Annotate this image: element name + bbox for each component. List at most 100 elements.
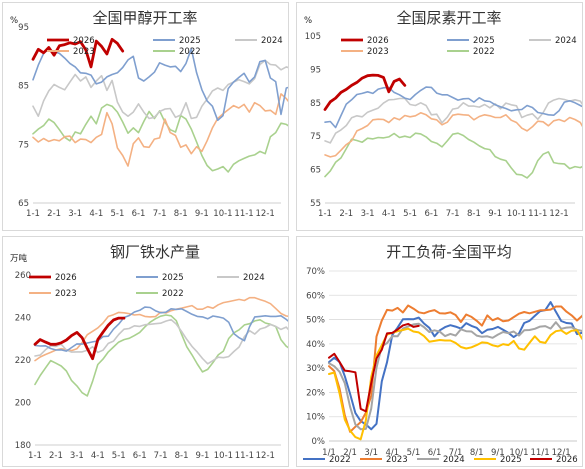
legend-label-2023: 2023	[386, 455, 408, 465]
y-tick-label: 95	[18, 23, 29, 33]
x-tick-label: 7/1	[449, 448, 463, 458]
unit-label: %	[304, 16, 312, 26]
legend-label-2023: 2023	[367, 47, 389, 57]
chart-title: 钢厂铁水产量	[110, 243, 200, 261]
x-tick-label: 11-1	[235, 451, 254, 461]
x-tick-label: 4-1	[91, 451, 105, 461]
x-tick-label: 12-1	[256, 451, 275, 461]
unit-label: %	[10, 16, 18, 26]
x-tick-label: 5-1	[403, 209, 417, 219]
y-tick-label: 55	[310, 199, 321, 209]
series-line-2026	[31, 37, 125, 69]
x-tick-label: 1/1	[322, 448, 336, 458]
x-tick-label: 2/1	[343, 448, 357, 458]
x-tick-label: 7-1	[446, 209, 460, 219]
x-tick-label: 2-1	[47, 209, 61, 219]
x-tick-label: 5-1	[112, 451, 126, 461]
y-tick-label: 40%	[306, 340, 325, 350]
x-tick-label: 1-1	[28, 451, 42, 461]
x-tick-label: 3/1	[364, 448, 378, 458]
series-line-2026	[328, 322, 420, 413]
x-tick-label: 10-1	[507, 209, 526, 219]
legend-label-2025: 2025	[179, 36, 201, 46]
chart-panel-national-load: 开工负荷-全国平均 0% 10% 20% 30% 40% 50% 60% 70% 1/1 2/1 3/…	[296, 236, 583, 467]
x-tick-label: 10-1	[213, 209, 232, 219]
y-tick-label: 95	[310, 65, 321, 75]
y-tick-label: 200	[15, 399, 31, 409]
y-tick-label: 30%	[306, 364, 325, 374]
legend-label-2022: 2022	[329, 455, 351, 465]
y-tick-label: 220	[15, 356, 31, 366]
series-line-2025	[324, 86, 582, 129]
legend-label-2024: 2024	[443, 455, 465, 465]
chart-panel-hot-metal: 钢厂铁水产量 万吨 180 200 220 240 260 1-1 2-1 3-1 4-1 5-1 6-…	[2, 236, 289, 467]
chart-panel-urea: 全国尿素开工率% 55 65 75 85 95 105 1-1 2-1 3-1 4-1 5-1 6-1 7…	[296, 2, 583, 231]
y-tick-label: 240	[15, 314, 31, 324]
x-tick-label: 4-1	[89, 209, 103, 219]
x-tick-label: 5-1	[110, 209, 124, 219]
legend-label-2026: 2026	[55, 273, 77, 283]
legend-label-2022: 2022	[473, 47, 495, 57]
series-line-2024	[324, 97, 582, 144]
x-tick-label: 5/1	[407, 448, 421, 458]
x-tick-label: 1-1	[26, 209, 40, 219]
x-tick-label: 9-1	[196, 451, 210, 461]
x-tick-label: 8-1	[467, 209, 481, 219]
legend-label-2024: 2024	[555, 36, 577, 46]
x-tick-label: 8/1	[470, 448, 484, 458]
x-tick-label: 6/1	[428, 448, 442, 458]
y-tick-label: 85	[18, 82, 29, 92]
x-tick-label: 12-1	[549, 209, 568, 219]
x-tick-label: 3-1	[68, 209, 82, 219]
y-tick-label: 65	[18, 199, 29, 209]
x-tick-label: 9-1	[195, 209, 209, 219]
y-tick-label: 105	[305, 32, 321, 42]
legend-label-2026: 2026	[73, 36, 95, 46]
legend-label-2025: 2025	[473, 36, 495, 46]
chart-title: 全国甲醇开工率	[92, 9, 197, 27]
x-tick-label: 3-1	[361, 209, 375, 219]
x-tick-label: 6-1	[424, 209, 438, 219]
y-tick-label: 65	[310, 166, 321, 176]
chart-urea: 全国尿素开工率% 55 65 75 85 95 105 1-1 2-1 3-1 4-1 5-1 6-1 7…	[304, 9, 582, 219]
x-tick-label: 8-1	[174, 209, 188, 219]
chart-panel-methanol: 全国甲醇开工率% 65 75 85 95 1-1 2-1 3-1 4-1 5-1 6-1 7-1 8-1…	[2, 2, 289, 231]
x-tick-label: 4-1	[382, 209, 396, 219]
series-line-2023	[324, 112, 582, 158]
series-line-2022	[324, 132, 582, 179]
y-tick-label: 20%	[306, 388, 325, 398]
series-line-2022	[328, 301, 582, 431]
x-tick-label: 12/1	[552, 448, 571, 458]
x-tick-label: 6-1	[132, 209, 146, 219]
series-line-2022	[34, 314, 288, 397]
x-tick-label: 11-1	[528, 209, 547, 219]
x-tick-label: 9/1	[491, 448, 505, 458]
legend-label-2024: 2024	[261, 36, 283, 46]
y-tick-label: 10%	[306, 413, 325, 423]
series-line-2022	[32, 103, 288, 173]
legend-label-2025: 2025	[162, 273, 184, 283]
chart-title: 全国尿素开工率	[396, 9, 501, 27]
series-line-2026	[323, 73, 407, 111]
legend-label-2022: 2022	[179, 47, 201, 57]
series-line-2023	[328, 304, 582, 433]
x-tick-label: 7-1	[153, 209, 167, 219]
legend-label-2026: 2026	[367, 36, 389, 46]
y-tick-label: 50%	[306, 316, 325, 326]
legend-label-2023: 2023	[55, 289, 77, 299]
legend-label-2023: 2023	[73, 47, 95, 57]
y-tick-label: 0%	[312, 437, 326, 447]
x-tick-label: 11/1	[531, 448, 550, 458]
legend-label-2025: 2025	[500, 455, 522, 465]
x-tick-label: 6-1	[133, 451, 147, 461]
y-tick-label: 70%	[306, 267, 325, 277]
y-tick-label: 75	[18, 140, 29, 150]
x-tick-label: 11-1	[234, 209, 253, 219]
chart-national-load: 开工负荷-全国平均 0% 10% 20% 30% 40% 50% 60% 70% 1/1 2/1 3/…	[303, 243, 582, 465]
chart-title: 开工负荷-全国平均	[386, 243, 511, 261]
x-tick-label: 9-1	[488, 209, 502, 219]
y-tick-label: 180	[15, 441, 31, 451]
x-tick-label: 3-1	[70, 451, 84, 461]
series-line-2024	[32, 59, 288, 120]
x-tick-label: 8-1	[175, 451, 189, 461]
